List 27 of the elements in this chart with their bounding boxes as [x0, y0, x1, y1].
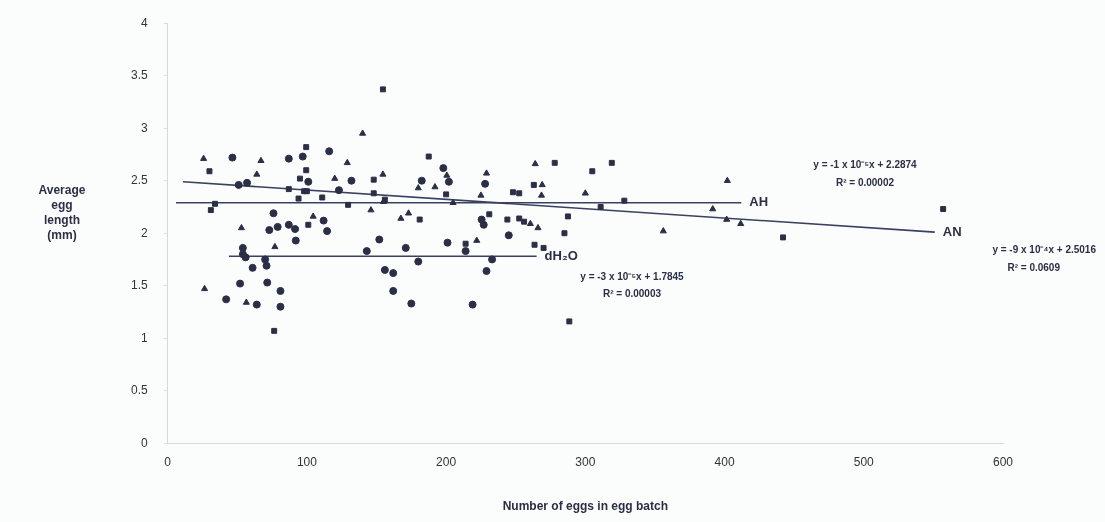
y-tick-label: 3 — [140, 120, 148, 135]
x-tick-label: 500 — [853, 454, 875, 469]
y-tick-label: 2.5 — [130, 173, 148, 188]
series-label: dH₂O — [544, 247, 578, 263]
annotation: y = -1 x 10⁻⁵x + 2.2874 — [813, 158, 918, 170]
x-tick-label: 0 — [164, 454, 172, 469]
text: R² = 0.0609 — [1007, 261, 1061, 273]
annotation: R² = 0.00002 — [835, 176, 895, 188]
annotation: R² = 0.00003 — [602, 287, 662, 299]
y-tick-label: 0.5 — [130, 383, 148, 398]
series-label: AN — [942, 223, 962, 239]
annotation: y = -3 x 10⁻⁵x + 1.7845 — [580, 270, 685, 282]
series-label: AH — [749, 194, 769, 210]
x-tick-label: 400 — [714, 454, 735, 469]
y-tick-label: 1 — [140, 330, 148, 345]
y-tick-label: 3.5 — [130, 68, 148, 83]
y-tick-label: 4 — [140, 15, 148, 30]
y-tick-label: 1.5 — [130, 278, 148, 293]
x-tick-label: 600 — [992, 454, 1014, 469]
y-tick-label: 0 — [140, 435, 148, 450]
x-axis-title: Number of eggs in egg batch — [502, 499, 669, 514]
x-tick-label: 100 — [296, 454, 318, 469]
x-tick-label: 300 — [575, 454, 596, 469]
x-tick-label: 200 — [436, 454, 457, 469]
annotation: y = -9 x 10⁻⁴x + 2.5016 — [992, 243, 1097, 255]
y-axis-title: Average egg length (mm) — [38, 183, 86, 243]
y-tick-label: 2 — [140, 225, 148, 240]
